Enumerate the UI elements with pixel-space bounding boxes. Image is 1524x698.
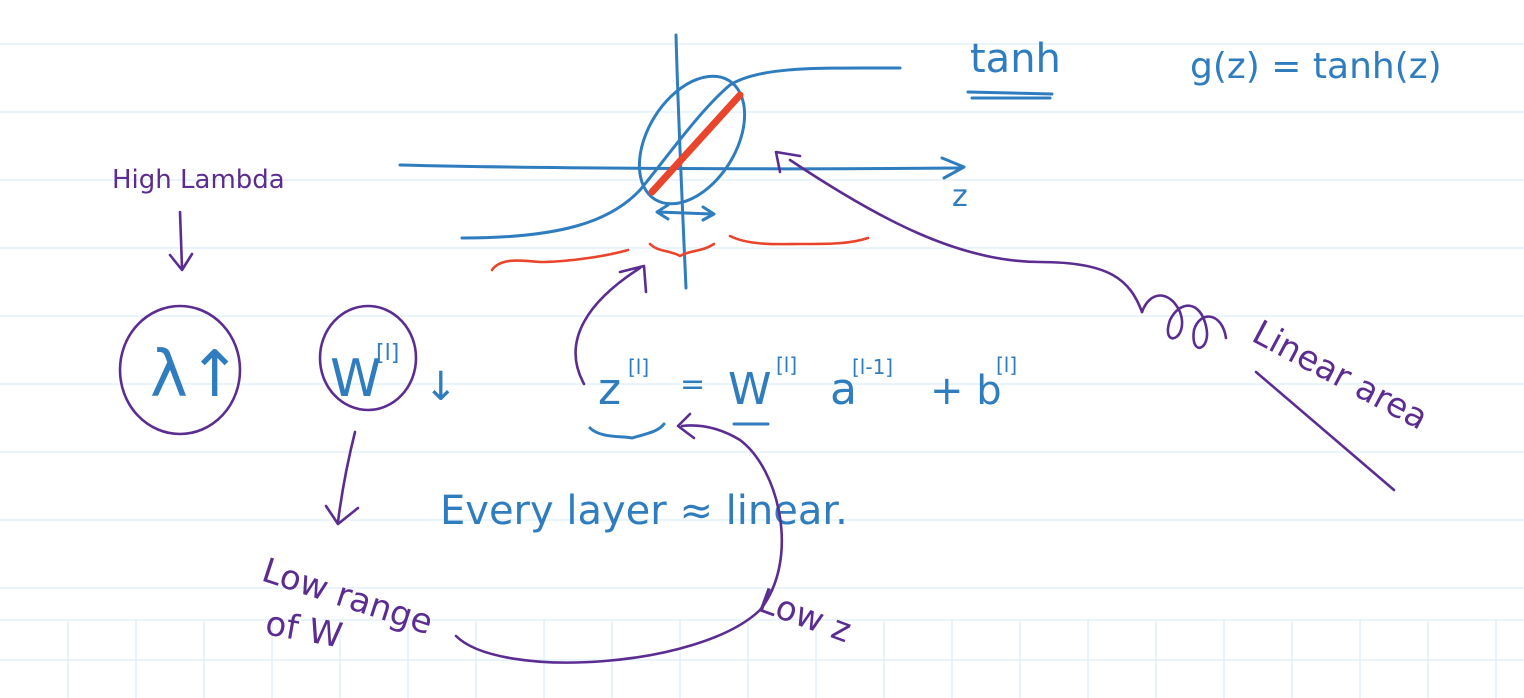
brace-left <box>490 248 630 272</box>
eq-a: a <box>830 364 857 415</box>
tanh-formula: g(z) = tanh(z) <box>1190 46 1442 87</box>
linear-area-loops <box>1140 294 1228 350</box>
w-letter: W <box>330 349 381 409</box>
tanh-label: tanh <box>970 36 1061 82</box>
w-to-low-range-arrow <box>324 430 360 526</box>
eq-b-sup: [l] <box>996 353 1017 377</box>
every-layer-linear: Every layer ≈ linear. <box>440 488 848 534</box>
lambda-circle-group: λ↑ <box>118 304 242 436</box>
eq-plus-b: + b <box>930 368 1002 414</box>
eq-a-sup: [l-1] <box>852 355 893 379</box>
eq-z: z <box>598 364 621 415</box>
eq-w-sup: [l] <box>776 353 797 377</box>
tanh-curve <box>460 66 902 240</box>
w-circle <box>318 304 418 412</box>
high-lambda-text: High Lambda <box>112 165 285 195</box>
linear-area-text: Linear area <box>1246 313 1435 439</box>
tanh-underline <box>966 90 1054 100</box>
linear-area-underline <box>1254 370 1396 492</box>
eq-w: W <box>728 364 772 415</box>
brace-middle <box>648 242 716 258</box>
lambda-circle <box>118 304 242 436</box>
grid-lines <box>0 43 1524 698</box>
z-equation: z [l] = W [l] a [l-1] + b [l] <box>588 353 1017 440</box>
eq-equals: = <box>680 367 705 402</box>
w-superscript: [l] <box>376 341 399 366</box>
eq-z-sup: [l] <box>628 355 649 379</box>
brace-right <box>728 234 870 246</box>
low-range-of-w: Low range of W <box>257 551 437 657</box>
linear-segment <box>648 91 744 196</box>
linear-area-pointer <box>774 150 1144 314</box>
low-z-text: Low z <box>753 581 857 651</box>
w-down-arrow: ↓ <box>424 364 458 410</box>
low-range-to-w-arrow <box>454 412 784 664</box>
z-to-graph-arrow <box>574 264 648 386</box>
w-circle-group: W [l] ↓ <box>318 304 458 412</box>
z-underbrace <box>588 422 666 440</box>
x-axis <box>398 163 962 171</box>
high-lambda-arrow <box>168 210 194 272</box>
small-double-arrow <box>655 203 716 222</box>
lambda-up-text: λ↑ <box>150 338 242 412</box>
z-axis-label: z <box>952 179 968 214</box>
tanh-graph: z <box>398 33 968 290</box>
linear-region-ellipse <box>637 74 747 206</box>
x-axis-arrowhead <box>940 156 966 180</box>
